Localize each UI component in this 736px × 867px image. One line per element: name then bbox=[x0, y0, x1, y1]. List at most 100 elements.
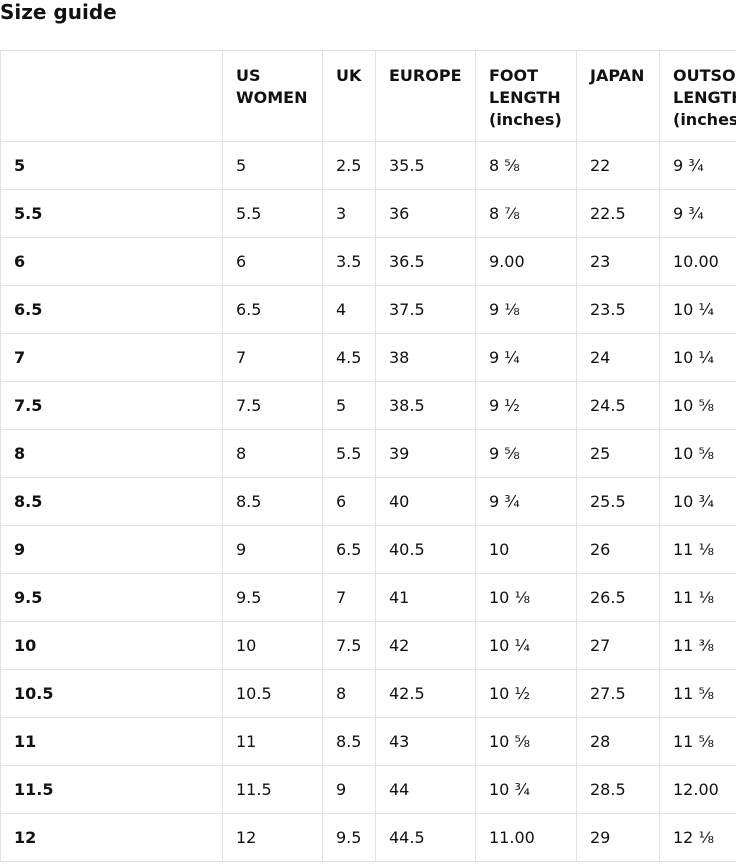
table-cell: 3 bbox=[322, 189, 376, 238]
header-cell: UK bbox=[322, 50, 376, 142]
table-cell: 9 ¾ bbox=[659, 141, 736, 190]
table-cell: 8 bbox=[222, 429, 323, 478]
table-cell: 28.5 bbox=[576, 765, 660, 814]
row-label: 8.5 bbox=[0, 477, 223, 526]
table-row: 10.5 10.5 8 42.5 10 ½ 27.5 11 ⅝ bbox=[0, 669, 736, 718]
table-row: 7.5 7.5 5 38.5 9 ½ 24.5 10 ⅝ bbox=[0, 381, 736, 430]
table-cell: 22 bbox=[576, 141, 660, 190]
row-label: 7.5 bbox=[0, 381, 223, 430]
table-row: 6.5 6.5 4 37.5 9 ⅛ 23.5 10 ¼ bbox=[0, 285, 736, 334]
table-cell: 9 bbox=[322, 765, 376, 814]
table-cell: 2.5 bbox=[322, 141, 376, 190]
table-cell: 9 ½ bbox=[475, 381, 577, 430]
table-cell: 27.5 bbox=[576, 669, 660, 718]
table-cell: 41 bbox=[375, 573, 476, 622]
table-cell: 26 bbox=[576, 525, 660, 574]
table-cell: 26.5 bbox=[576, 573, 660, 622]
table-cell: 9.5 bbox=[222, 573, 323, 622]
row-label: 6.5 bbox=[0, 285, 223, 334]
table-cell: 9.00 bbox=[475, 237, 577, 286]
header-cell: US WOMEN bbox=[222, 50, 323, 142]
table-cell: 10 bbox=[222, 621, 323, 670]
table-row: 8.5 8.5 6 40 9 ¾ 25.5 10 ¾ bbox=[0, 477, 736, 526]
table-cell: 11 ⅝ bbox=[659, 669, 736, 718]
table-cell: 24 bbox=[576, 333, 660, 382]
table-cell: 40.5 bbox=[375, 525, 476, 574]
table-cell: 10.00 bbox=[659, 237, 736, 286]
table-cell: 11 bbox=[222, 717, 323, 766]
row-label: 7 bbox=[0, 333, 223, 382]
table-cell: 8.5 bbox=[322, 717, 376, 766]
table-cell: 12.00 bbox=[659, 765, 736, 814]
table-cell: 5.5 bbox=[322, 429, 376, 478]
table-row: 11 11 8.5 43 10 ⅝ 28 11 ⅝ bbox=[0, 717, 736, 766]
table-cell: 6 bbox=[222, 237, 323, 286]
table-cell: 44.5 bbox=[375, 813, 476, 862]
table-body: 5 5 2.5 35.5 8 ⅝ 22 9 ¾ 5.5 5.5 3 36 8 ⅞ 22.5 9 ¾ 6 6 3.… bbox=[0, 141, 736, 862]
row-label: 11 bbox=[0, 717, 223, 766]
table-cell: 10 ¼ bbox=[659, 333, 736, 382]
table-cell: 5 bbox=[222, 141, 323, 190]
table-cell: 10 ¼ bbox=[659, 285, 736, 334]
table-cell: 9 ¾ bbox=[475, 477, 577, 526]
row-label: 12 bbox=[0, 813, 223, 862]
table-cell: 12 bbox=[222, 813, 323, 862]
table-cell: 10 ½ bbox=[475, 669, 577, 718]
row-label: 10.5 bbox=[0, 669, 223, 718]
table-cell: 5 bbox=[322, 381, 376, 430]
table-cell: 40 bbox=[375, 477, 476, 526]
table-cell: 12 ⅛ bbox=[659, 813, 736, 862]
row-label: 9 bbox=[0, 525, 223, 574]
table-cell: 8 bbox=[322, 669, 376, 718]
header-cell: JAPAN bbox=[576, 50, 660, 142]
table-row: 5 5 2.5 35.5 8 ⅝ 22 9 ¾ bbox=[0, 141, 736, 190]
table-cell: 8.5 bbox=[222, 477, 323, 526]
row-label: 8 bbox=[0, 429, 223, 478]
table-cell: 7 bbox=[222, 333, 323, 382]
table-cell: 9 bbox=[222, 525, 323, 574]
table-cell: 36 bbox=[375, 189, 476, 238]
table-cell: 7.5 bbox=[222, 381, 323, 430]
row-label: 11.5 bbox=[0, 765, 223, 814]
table-cell: 9 ⅛ bbox=[475, 285, 577, 334]
page-title: Size guide bbox=[0, 0, 117, 24]
table-row: 10 10 7.5 42 10 ¼ 27 11 ⅜ bbox=[0, 621, 736, 670]
table-cell: 8 ⅞ bbox=[475, 189, 577, 238]
size-table: US WOMEN UK EUROPE FOOT LENGTH (inches) JAPA… bbox=[0, 50, 736, 862]
table-row: 5.5 5.5 3 36 8 ⅞ 22.5 9 ¾ bbox=[0, 189, 736, 238]
table-cell: 10 ⅛ bbox=[475, 573, 577, 622]
table-cell: 10 ¼ bbox=[475, 621, 577, 670]
table-cell: 7.5 bbox=[322, 621, 376, 670]
table-cell: 9 ¾ bbox=[659, 189, 736, 238]
table-cell: 10 ⅝ bbox=[659, 429, 736, 478]
table-cell: 10 ⅝ bbox=[475, 717, 577, 766]
table-cell: 42 bbox=[375, 621, 476, 670]
table-cell: 28 bbox=[576, 717, 660, 766]
row-label: 10 bbox=[0, 621, 223, 670]
table-cell: 43 bbox=[375, 717, 476, 766]
table-cell: 44 bbox=[375, 765, 476, 814]
table-cell: 25.5 bbox=[576, 477, 660, 526]
table-cell: 7 bbox=[322, 573, 376, 622]
header-cell bbox=[0, 50, 223, 142]
table-cell: 9 ⅝ bbox=[475, 429, 577, 478]
table-cell: 11 ⅛ bbox=[659, 573, 736, 622]
table-cell: 23.5 bbox=[576, 285, 660, 334]
table-row: 11.5 11.5 9 44 10 ¾ 28.5 12.00 bbox=[0, 765, 736, 814]
table-cell: 35.5 bbox=[375, 141, 476, 190]
table-cell: 10 ¾ bbox=[475, 765, 577, 814]
table-cell: 4.5 bbox=[322, 333, 376, 382]
table-cell: 11 ⅜ bbox=[659, 621, 736, 670]
table-cell: 9.5 bbox=[322, 813, 376, 862]
table-row: 9 9 6.5 40.5 10 26 11 ⅛ bbox=[0, 525, 736, 574]
table-cell: 5.5 bbox=[222, 189, 323, 238]
table-row: 12 12 9.5 44.5 11.00 29 12 ⅛ bbox=[0, 813, 736, 862]
table-row: 8 8 5.5 39 9 ⅝ 25 10 ⅝ bbox=[0, 429, 736, 478]
table-cell: 11 ⅛ bbox=[659, 525, 736, 574]
table-cell: 38.5 bbox=[375, 381, 476, 430]
table-cell: 6 bbox=[322, 477, 376, 526]
table-cell: 24.5 bbox=[576, 381, 660, 430]
row-label: 5 bbox=[0, 141, 223, 190]
row-label: 9.5 bbox=[0, 573, 223, 622]
table-container: US WOMEN UK EUROPE FOOT LENGTH (inches) JAPA… bbox=[0, 50, 736, 867]
